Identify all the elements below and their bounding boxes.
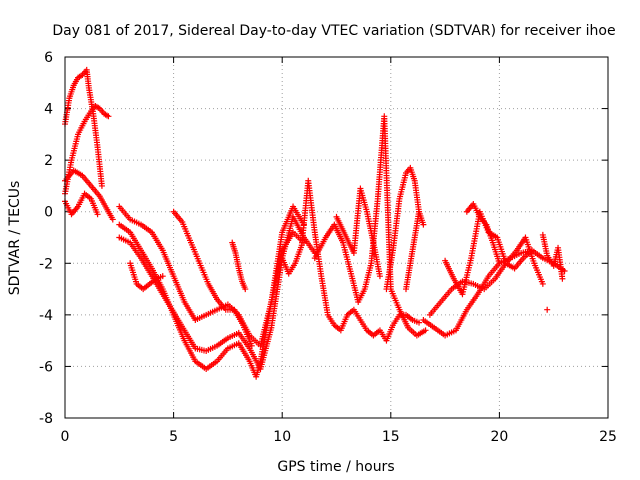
series-arc-5 <box>116 221 307 380</box>
y-tick-label: -6 <box>39 359 53 375</box>
axis-ticks: 0 5 10 15 20 25 -8 -6 -4 -2 0 2 4 6 <box>39 50 617 445</box>
chart-title: Day 081 of 2017, Sidereal Day-to-day VTE… <box>52 23 615 39</box>
data-point <box>559 275 566 282</box>
y-tick-label: 4 <box>44 102 53 118</box>
series-arc-13 <box>333 185 383 280</box>
series-arc-14 <box>383 164 423 293</box>
data-point <box>544 306 551 313</box>
data-point <box>98 182 105 189</box>
y-tick-label: -2 <box>39 256 53 272</box>
data-point <box>105 113 112 120</box>
series-arc-4 <box>62 190 101 218</box>
series-arc-20 <box>539 231 566 282</box>
series-arc-3 <box>62 167 116 223</box>
x-tick-label: 15 <box>382 429 400 445</box>
y-tick-label: 0 <box>44 205 53 221</box>
data-point <box>109 216 116 223</box>
data-point <box>94 211 101 218</box>
series-arc-10 <box>229 239 249 293</box>
data-point <box>376 273 383 280</box>
x-tick-label: 20 <box>490 429 508 445</box>
y-tick-label: 6 <box>44 50 53 66</box>
series-arc-21 <box>544 306 551 313</box>
data-point <box>496 260 503 267</box>
data-point <box>528 247 535 254</box>
data-point <box>242 286 249 293</box>
series-arc-9 <box>170 208 255 349</box>
y-tick-label: -8 <box>39 411 53 427</box>
series-arc-12 <box>311 113 429 339</box>
x-axis-label: GPS time / hours <box>277 459 394 475</box>
series-arc-17 <box>426 234 546 318</box>
x-tick-label: 0 <box>61 429 70 445</box>
x-tick-label: 5 <box>169 429 178 445</box>
y-tick-label: -4 <box>39 308 53 324</box>
x-tick-label: 10 <box>273 429 291 445</box>
series-arc-8 <box>127 260 166 293</box>
data-point <box>422 327 429 334</box>
y-tick-label: 2 <box>44 153 53 169</box>
data-point <box>539 280 546 287</box>
series-arc-2 <box>62 102 112 197</box>
series-arc-11 <box>279 177 423 344</box>
data-point <box>420 221 427 228</box>
series-arc-15 <box>403 208 427 293</box>
series-arc-18 <box>442 208 535 298</box>
data-point <box>248 342 255 349</box>
series-arc-7 <box>116 203 307 349</box>
series-arc-6 <box>116 213 318 373</box>
series-arc-19 <box>463 200 503 267</box>
x-tick-label: 25 <box>599 429 617 445</box>
plot-frame <box>64 56 609 419</box>
y-axis-label: SDTVAR / TECUs <box>7 181 23 296</box>
data-point <box>159 273 166 280</box>
data-point <box>416 319 423 326</box>
data-points <box>62 66 568 380</box>
